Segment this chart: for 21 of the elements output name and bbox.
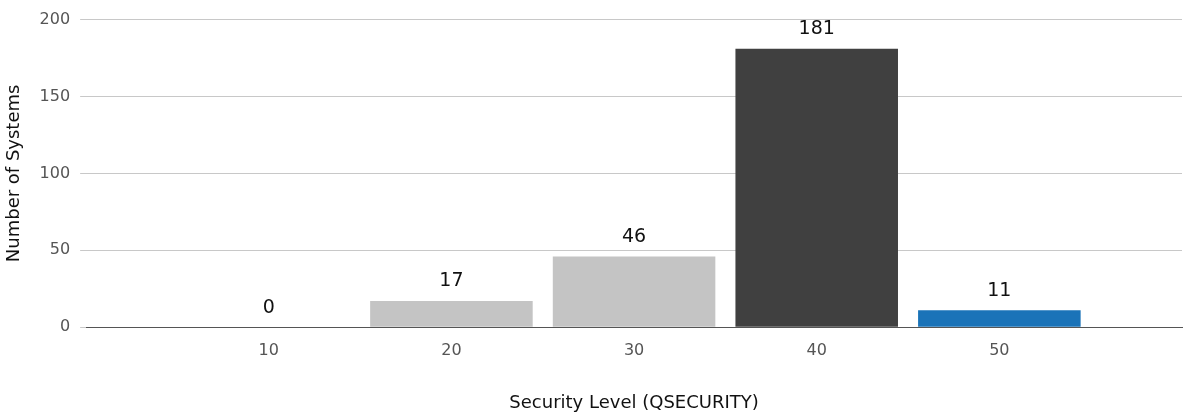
- y-tick-label: 0: [59, 316, 71, 336]
- bar: [552, 256, 716, 327]
- x-tick-label: 50: [989, 339, 1010, 359]
- x-axis-title: Security Level (QSECURITY): [509, 390, 759, 412]
- y-tick-label: 100: [39, 162, 71, 182]
- x-tick-label: 40: [806, 339, 827, 359]
- bar: [370, 301, 533, 327]
- bar: [735, 48, 898, 327]
- y-tick-label: 200: [39, 8, 71, 28]
- y-axis-title: Number of Systems: [2, 84, 24, 263]
- x-tick-label: 30: [623, 339, 645, 359]
- data-label: 46: [621, 223, 647, 246]
- bar: [918, 310, 1081, 327]
- x-tick-label: 10: [258, 339, 279, 359]
- data-label: 11: [987, 277, 1012, 300]
- data-label: 17: [439, 268, 464, 291]
- x-tick-label: 20: [441, 339, 462, 359]
- data-label: 181: [798, 16, 835, 39]
- y-tick-label: 50: [49, 239, 71, 259]
- y-tick-label: 150: [39, 85, 71, 105]
- data-label: 0: [262, 294, 275, 317]
